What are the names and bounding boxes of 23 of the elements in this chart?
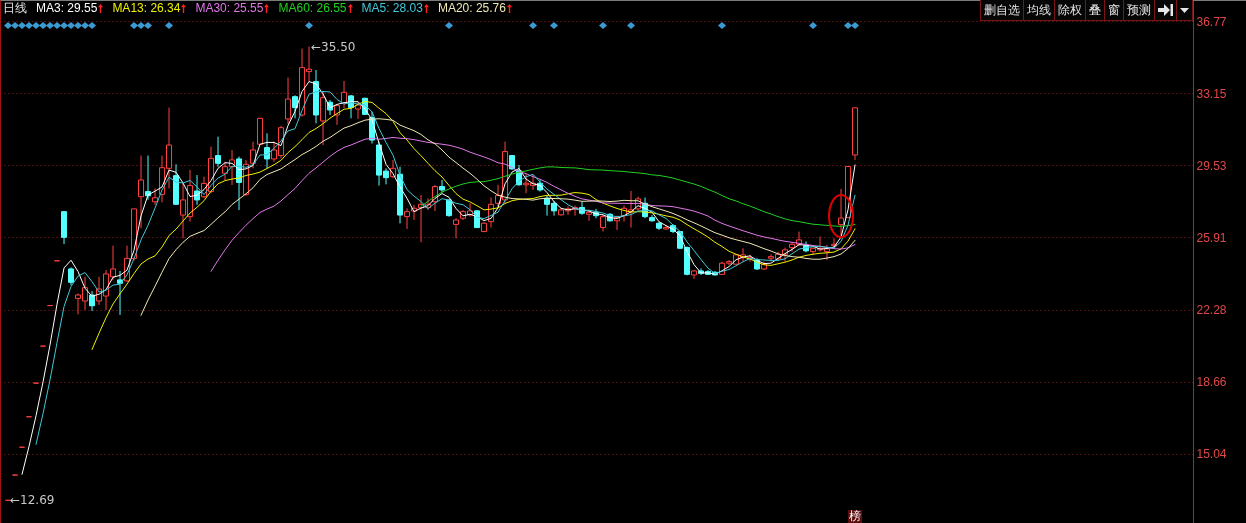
text: MA13: 26.34 xyxy=(112,1,181,15)
y-tick-label: 18.66 xyxy=(1196,375,1227,390)
chart-title: 日线 xyxy=(3,1,27,15)
text: MA3: 29.55 xyxy=(36,1,98,15)
text: MA30: 25.55 xyxy=(195,1,264,15)
text: 预测 xyxy=(1124,0,1155,21)
text: MA60: 26.55 xyxy=(278,1,347,15)
annotation: ←35.50 xyxy=(311,39,356,54)
badge: 榜 xyxy=(848,510,862,523)
y-tick-label: 29.53 xyxy=(1196,158,1227,173)
annotation: ←12.69 xyxy=(10,493,55,508)
text: 除权 xyxy=(1055,0,1086,21)
y-tick-label: 22.28 xyxy=(1196,303,1227,318)
y-tick-label: 33.15 xyxy=(1196,86,1227,101)
y-tick-label: 36.77 xyxy=(1196,14,1227,29)
y-tick-label: 25.91 xyxy=(1196,230,1227,245)
text: MA5: 28.03 xyxy=(361,1,423,15)
y-tick-label: 15.04 xyxy=(1196,447,1227,462)
text: 删自选 xyxy=(980,0,1024,21)
text: 窗 xyxy=(1105,0,1124,21)
text: MA20: 25.76 xyxy=(437,1,506,15)
text: 均线 xyxy=(1024,0,1055,21)
text: 叠 xyxy=(1086,0,1105,21)
